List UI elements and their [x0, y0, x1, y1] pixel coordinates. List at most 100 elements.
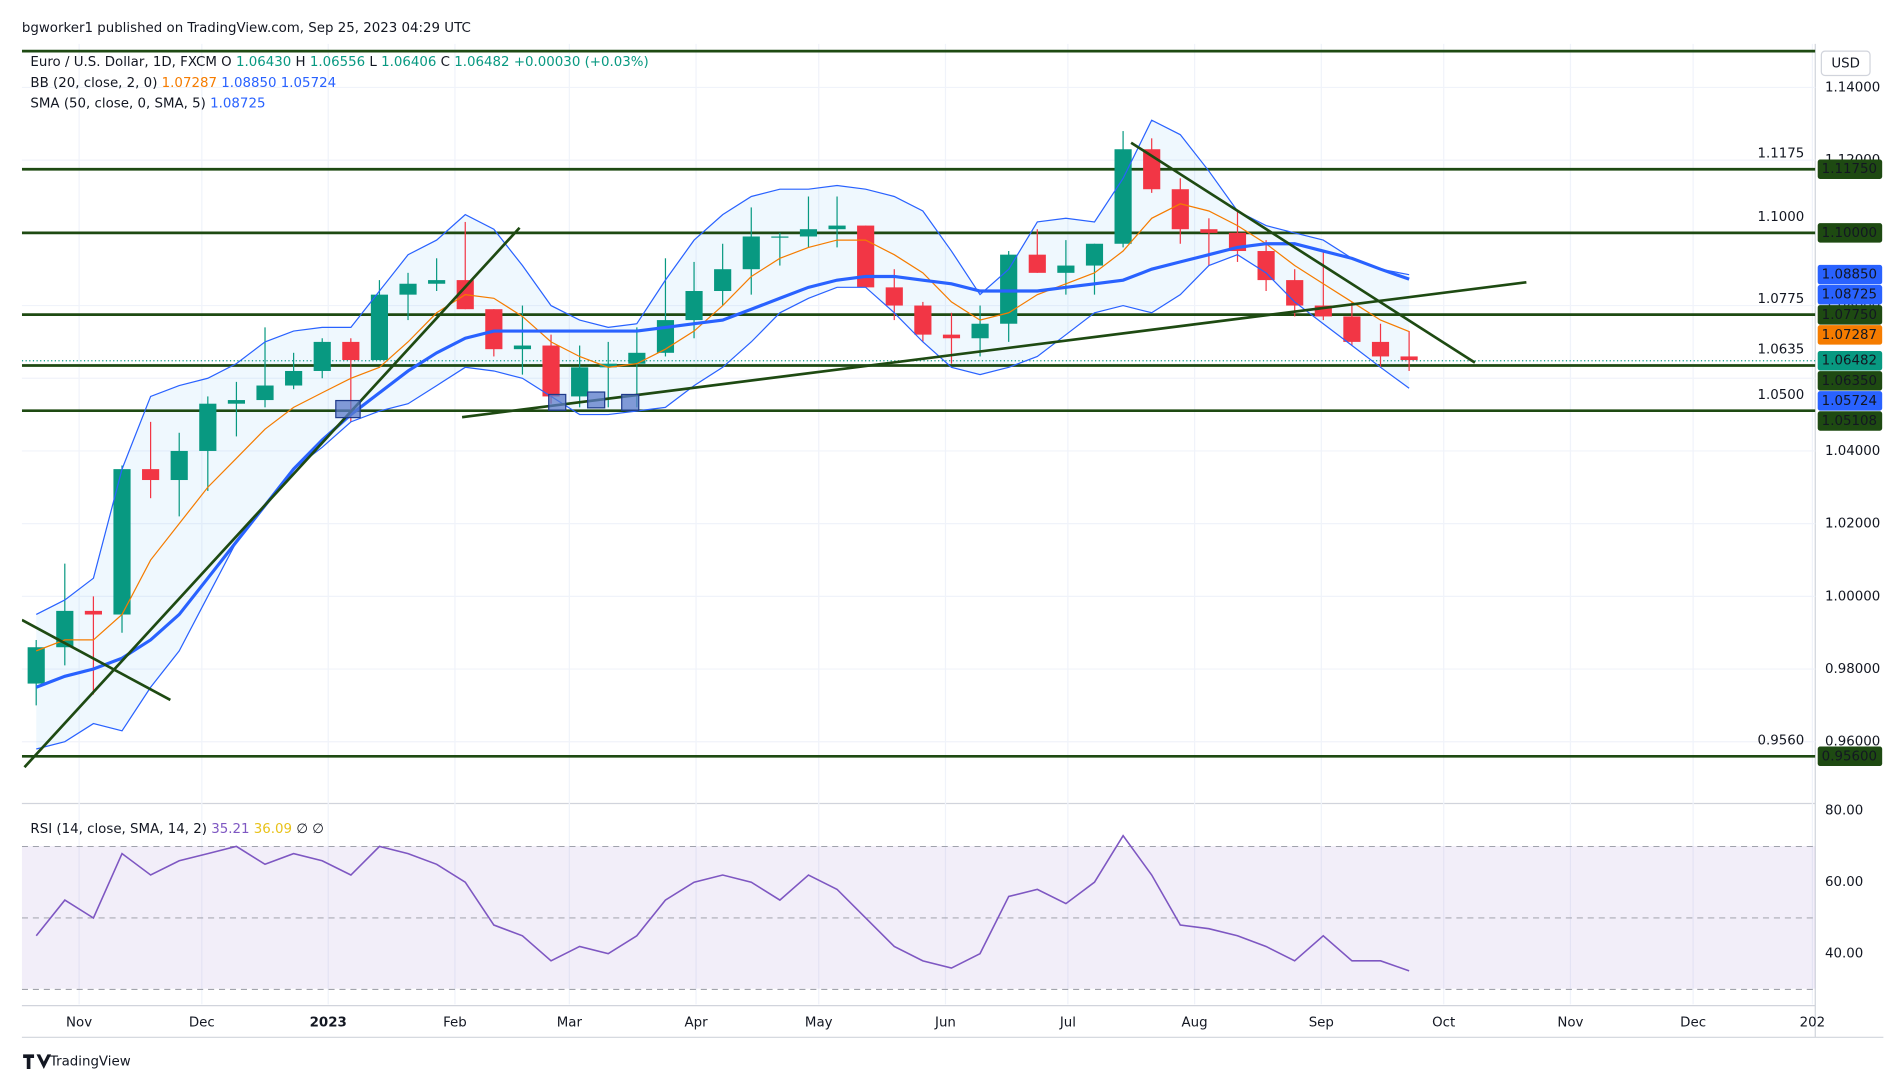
ohlc-value: 1.06482	[454, 55, 509, 70]
ohlc-value: 1.06556	[310, 55, 365, 70]
ohlc-key: C	[441, 55, 450, 70]
legend: Euro / U.S. Dollar, 1D, FXCM O 1.06430 H…	[30, 55, 648, 837]
candle-body	[370, 294, 389, 361]
bb-name: BB (20, close, 2, 0)	[30, 76, 157, 91]
bb-value: 1.08850	[221, 76, 276, 91]
sma-value: 1.08725	[210, 96, 265, 111]
candle-body	[1057, 265, 1075, 273]
candle-body	[485, 309, 503, 350]
price-badge-label: 1.11750	[1822, 162, 1877, 177]
price-badge	[1817, 325, 1883, 345]
candle-body	[1400, 356, 1418, 361]
marker-box	[335, 399, 361, 419]
candle-body	[971, 323, 989, 339]
candle-body	[771, 236, 789, 238]
candle-body	[1286, 280, 1304, 306]
x-tick-label: Oct	[1432, 1016, 1455, 1031]
bb-value: 1.07287	[162, 76, 217, 91]
candle-body	[742, 236, 760, 270]
price-badge	[1817, 285, 1883, 305]
price-badge-label: 1.08725	[1822, 288, 1877, 303]
symbol-title: Euro / U.S. Dollar, 1D, FXCM	[30, 55, 216, 70]
x-tick-label: Jun	[934, 1016, 956, 1031]
rsi-line	[35, 834, 1410, 972]
y-tick-label: 0.98000	[1825, 662, 1880, 677]
candle-body	[628, 352, 646, 364]
price-badge-label: 1.10000	[1822, 226, 1877, 241]
publisher: bgworker1 published on TradingView.com, …	[22, 21, 471, 36]
price-badge-label: 1.06350	[1822, 374, 1877, 389]
x-tick-label: May	[805, 1016, 833, 1031]
x-tick-label: Dec	[189, 1016, 215, 1031]
x-tick-label: Apr	[684, 1016, 708, 1031]
candle-body	[714, 269, 732, 292]
price-badge	[1817, 264, 1883, 285]
level-label: 1.0775	[1758, 292, 1805, 307]
candle-body	[142, 469, 160, 481]
rsi-extra: ∅ ∅	[296, 822, 324, 837]
logo	[23, 1054, 52, 1069]
rsi-tick-label: 60.00	[1825, 875, 1863, 890]
marker-box	[548, 393, 567, 411]
candle-body	[799, 229, 818, 237]
candle-body	[1257, 251, 1275, 281]
x-tick-label: Jul	[1059, 1016, 1076, 1031]
ohlc-value: 1.06406	[381, 55, 436, 70]
ohlc-key: L	[369, 55, 377, 70]
price-badge-label: 1.05724	[1822, 394, 1877, 409]
change: +0.00030 (+0.03%)	[514, 55, 649, 70]
candle-body	[685, 291, 703, 321]
price-badge	[1817, 371, 1883, 391]
price-badge	[1817, 305, 1883, 325]
price-badge-label: 0.95600	[1822, 749, 1877, 764]
x-tick-label: Nov	[1557, 1016, 1583, 1031]
candle-body	[313, 341, 331, 371]
y-tick-label: 1.00000	[1825, 589, 1880, 604]
price-badge-label: 1.07750	[1822, 308, 1877, 323]
x-tick-label: Dec	[1680, 1016, 1706, 1031]
candle-body	[828, 225, 846, 230]
candle-body	[428, 280, 446, 284]
ohlc-key: H	[296, 55, 306, 70]
x-tick-label: Sep	[1309, 1016, 1334, 1031]
candle-body	[1028, 254, 1046, 273]
candle-body	[227, 400, 245, 404]
candle-body	[1085, 243, 1104, 266]
candle-body	[1200, 229, 1218, 233]
price-badge	[1817, 411, 1883, 431]
rsi-band-fill	[21, 846, 1816, 989]
indicator-line	[36, 203, 1410, 652]
rsi-tick-label: 80.00	[1825, 804, 1863, 819]
candle-body	[542, 345, 560, 397]
grid	[21, 43, 1816, 1005]
candle-body	[914, 305, 932, 335]
price-badge-label: 1.08850	[1822, 268, 1877, 283]
candle-body	[399, 283, 417, 295]
rsi-tick-label: 40.00	[1825, 947, 1863, 962]
legend-row: Euro / U.S. Dollar, 1D, FXCM O 1.06430 H…	[30, 55, 648, 70]
brand: TradingView	[49, 1055, 131, 1070]
trendline	[21, 618, 171, 702]
candle-body	[599, 363, 617, 368]
legend-row: SMA (50, close, 0, SMA, 5) 1.08725	[30, 96, 265, 111]
candle-body	[1171, 189, 1189, 230]
price-pane	[21, 49, 1816, 769]
currency: USD	[1831, 56, 1860, 71]
rsi-sma-value: 36.09	[254, 822, 292, 837]
price-badge	[1817, 223, 1883, 243]
price-badge-label: 1.06482	[1822, 354, 1877, 369]
candle-body	[1371, 341, 1390, 357]
candle-body	[27, 647, 45, 684]
legend-row: RSI (14, close, SMA, 14, 2) 35.21 36.09 …	[30, 822, 323, 837]
candle-body	[857, 225, 875, 288]
candle-body	[1000, 254, 1018, 324]
price-badge	[1817, 350, 1883, 371]
axes: Nov Dec 2023 Feb Mar Apr May Jun Jul Aug Sep Oct Nov…	[66, 80, 1880, 1030]
y-tick-label: 1.04000	[1825, 444, 1880, 459]
currency-box	[1820, 50, 1871, 77]
candle-body	[199, 403, 217, 451]
candle-body	[571, 367, 589, 397]
